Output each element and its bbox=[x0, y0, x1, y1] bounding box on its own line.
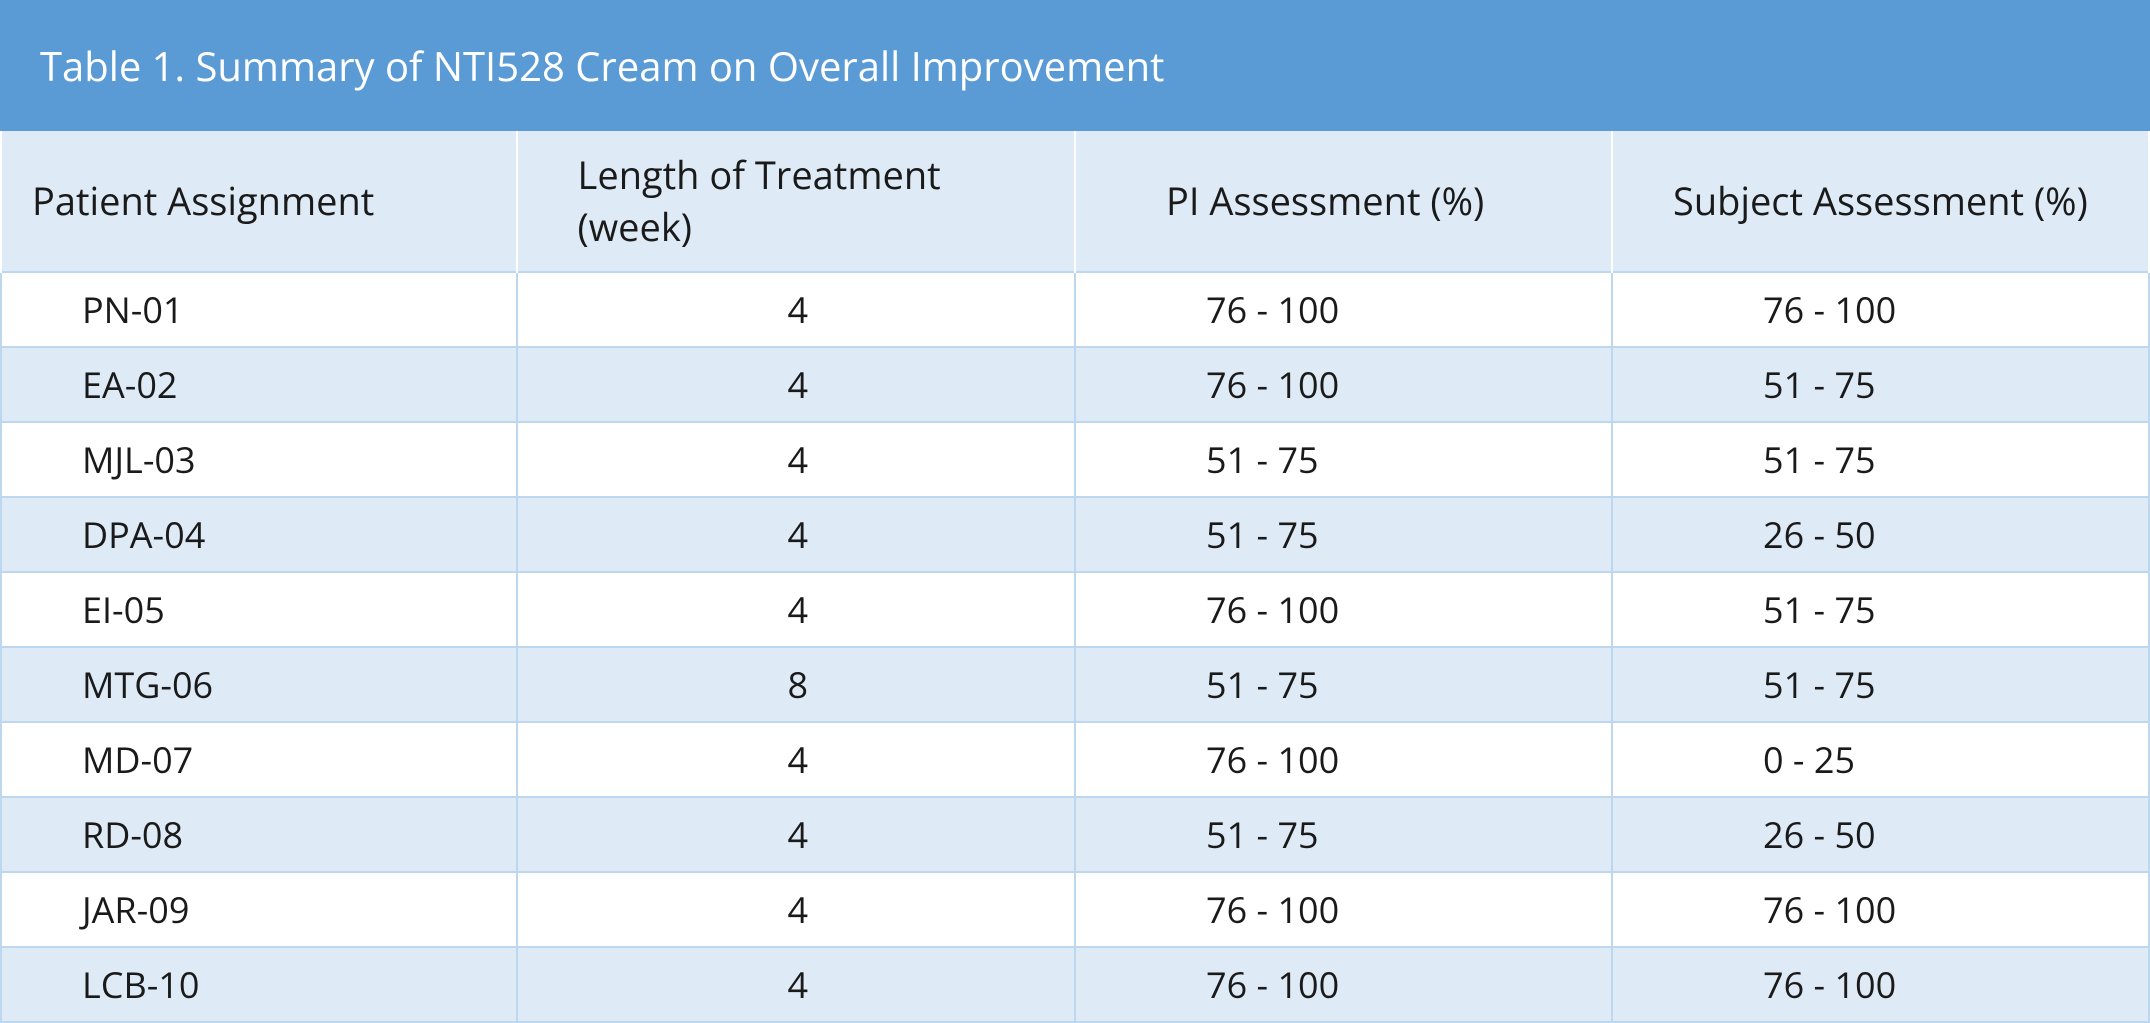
cell-length: 8 bbox=[517, 647, 1075, 722]
cell-subject: 51 - 75 bbox=[1612, 347, 2149, 422]
cell-pi: 76 - 100 bbox=[1075, 572, 1612, 647]
cell-length: 4 bbox=[517, 947, 1075, 1022]
table-row: DPA-04451 - 7526 - 50 bbox=[1, 497, 2149, 572]
col-header-length: Length of Treatment (week) bbox=[517, 131, 1075, 272]
cell-subject: 26 - 50 bbox=[1612, 497, 2149, 572]
table-row: MJL-03451 - 7551 - 75 bbox=[1, 422, 2149, 497]
table-title: Table 1. Summary of NTI528 Cream on Over… bbox=[0, 0, 2150, 131]
cell-patient: MJL-03 bbox=[1, 422, 517, 497]
cell-patient: JAR-09 bbox=[1, 872, 517, 947]
cell-pi: 51 - 75 bbox=[1075, 422, 1612, 497]
table-row: EI-05476 - 10051 - 75 bbox=[1, 572, 2149, 647]
cell-subject: 0 - 25 bbox=[1612, 722, 2149, 797]
cell-length: 4 bbox=[517, 497, 1075, 572]
cell-pi: 51 - 75 bbox=[1075, 647, 1612, 722]
table-row: MD-07476 - 1000 - 25 bbox=[1, 722, 2149, 797]
cell-length: 4 bbox=[517, 872, 1075, 947]
cell-subject: 76 - 100 bbox=[1612, 272, 2149, 347]
col-header-subject: Subject Assessment (%) bbox=[1612, 131, 2149, 272]
cell-subject: 26 - 50 bbox=[1612, 797, 2149, 872]
table-row: PN-01476 - 10076 - 100 bbox=[1, 272, 2149, 347]
cell-pi: 51 - 75 bbox=[1075, 497, 1612, 572]
cell-subject: 76 - 100 bbox=[1612, 947, 2149, 1022]
data-table: Patient Assignment Length of Treatment (… bbox=[0, 131, 2150, 1023]
table-row: JAR-09476 - 10076 - 100 bbox=[1, 872, 2149, 947]
cell-pi: 76 - 100 bbox=[1075, 722, 1612, 797]
cell-patient: PN-01 bbox=[1, 272, 517, 347]
cell-length: 4 bbox=[517, 347, 1075, 422]
cell-pi: 51 - 75 bbox=[1075, 797, 1612, 872]
cell-pi: 76 - 100 bbox=[1075, 347, 1612, 422]
cell-subject: 51 - 75 bbox=[1612, 572, 2149, 647]
table-row: MTG-06851 - 7551 - 75 bbox=[1, 647, 2149, 722]
cell-patient: EA-02 bbox=[1, 347, 517, 422]
table-row: LCB-10476 - 10076 - 100 bbox=[1, 947, 2149, 1022]
cell-patient: EI-05 bbox=[1, 572, 517, 647]
cell-length: 4 bbox=[517, 422, 1075, 497]
table-row: EA-02476 - 10051 - 75 bbox=[1, 347, 2149, 422]
cell-subject: 51 - 75 bbox=[1612, 422, 2149, 497]
summary-table: Table 1. Summary of NTI528 Cream on Over… bbox=[0, 0, 2150, 1023]
col-header-pi: PI Assessment (%) bbox=[1075, 131, 1612, 272]
cell-pi: 76 - 100 bbox=[1075, 947, 1612, 1022]
cell-length: 4 bbox=[517, 722, 1075, 797]
cell-pi: 76 - 100 bbox=[1075, 872, 1612, 947]
cell-patient: MTG-06 bbox=[1, 647, 517, 722]
cell-patient: RD-08 bbox=[1, 797, 517, 872]
cell-length: 4 bbox=[517, 272, 1075, 347]
cell-subject: 51 - 75 bbox=[1612, 647, 2149, 722]
cell-subject: 76 - 100 bbox=[1612, 872, 2149, 947]
col-header-patient: Patient Assignment bbox=[1, 131, 517, 272]
cell-patient: DPA-04 bbox=[1, 497, 517, 572]
cell-patient: LCB-10 bbox=[1, 947, 517, 1022]
table-header-row: Patient Assignment Length of Treatment (… bbox=[1, 131, 2149, 272]
cell-length: 4 bbox=[517, 797, 1075, 872]
table-body: PN-01476 - 10076 - 100EA-02476 - 10051 -… bbox=[1, 272, 2149, 1022]
cell-patient: MD-07 bbox=[1, 722, 517, 797]
cell-pi: 76 - 100 bbox=[1075, 272, 1612, 347]
cell-length: 4 bbox=[517, 572, 1075, 647]
table-row: RD-08451 - 7526 - 50 bbox=[1, 797, 2149, 872]
